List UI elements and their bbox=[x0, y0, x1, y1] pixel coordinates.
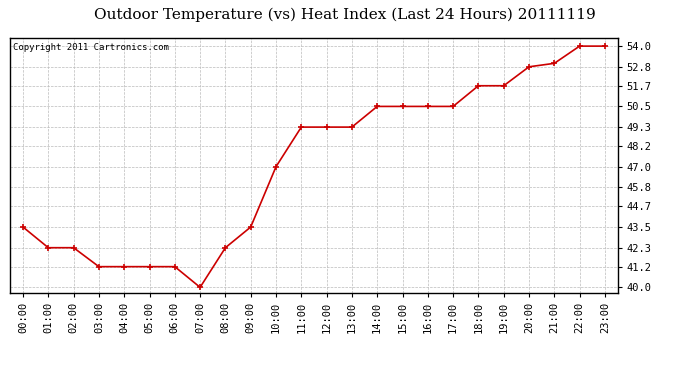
Text: Outdoor Temperature (vs) Heat Index (Last 24 Hours) 20111119: Outdoor Temperature (vs) Heat Index (Las… bbox=[94, 8, 596, 22]
Text: Copyright 2011 Cartronics.com: Copyright 2011 Cartronics.com bbox=[13, 43, 169, 52]
